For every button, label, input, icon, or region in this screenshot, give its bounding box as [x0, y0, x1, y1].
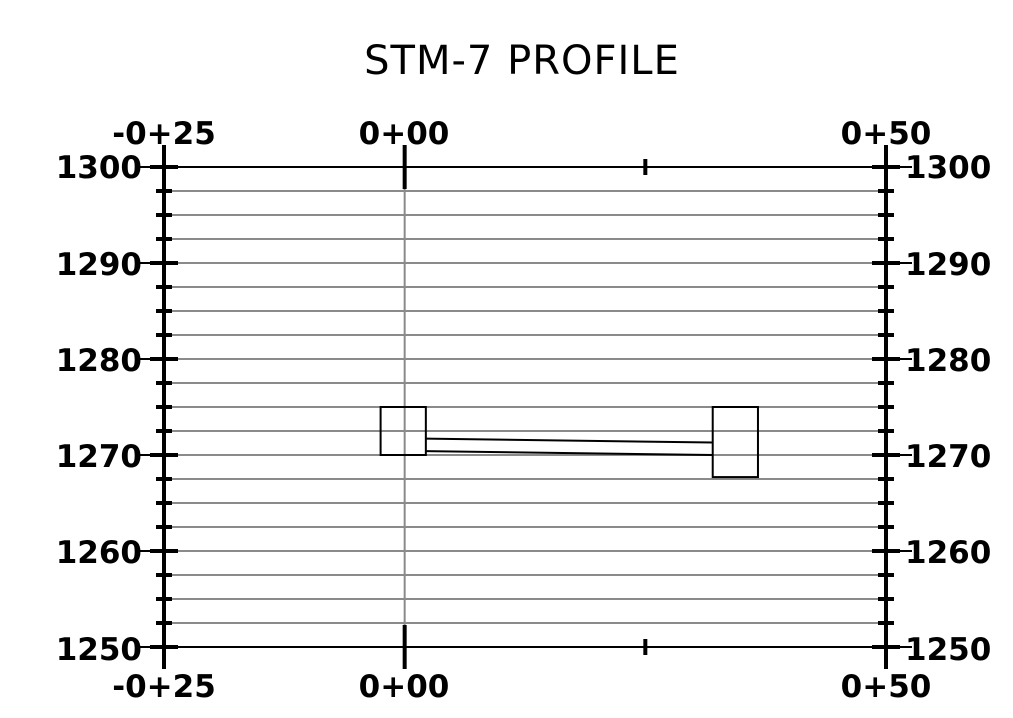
elevation-label-left-1300: 1300	[56, 150, 142, 186]
elevation-label-right-1250: 1250	[905, 632, 991, 668]
elevation-label-left-1270: 1270	[56, 439, 142, 475]
elevation-label-left-1290: 1290	[56, 247, 142, 283]
elevation-label-right-1260: 1260	[905, 535, 991, 571]
profile-title: STM-7 PROFILE	[364, 38, 680, 84]
tick-marks	[138, 145, 912, 669]
pipe-layer	[425, 437, 713, 456]
grid-lines	[164, 167, 886, 647]
structure-1	[379, 406, 427, 456]
station-label-bottom-right: 0+50	[841, 669, 932, 705]
station-label-top-right: 0+50	[841, 116, 932, 152]
elevation-label-left-1250: 1250	[56, 632, 142, 668]
station-label-top-left: -0+25	[112, 116, 216, 152]
elevation-label-right-1300: 1300	[905, 150, 991, 186]
elevation-label-left-1280: 1280	[56, 343, 142, 379]
elevation-label-right-1290: 1290	[905, 247, 991, 283]
elevation-label-right-1270: 1270	[905, 439, 991, 475]
pipe-invert-line	[425, 450, 713, 456]
structure-2	[711, 406, 759, 479]
station-label-bottom-center: 0+00	[359, 669, 450, 705]
station-label-bottom-left: -0+25	[112, 669, 216, 705]
elevation-label-right-1280: 1280	[905, 343, 991, 379]
station-label-top-center: 0+00	[359, 116, 450, 152]
elevation-label-left-1260: 1260	[56, 535, 142, 571]
pipe-crown-line	[425, 437, 713, 444]
